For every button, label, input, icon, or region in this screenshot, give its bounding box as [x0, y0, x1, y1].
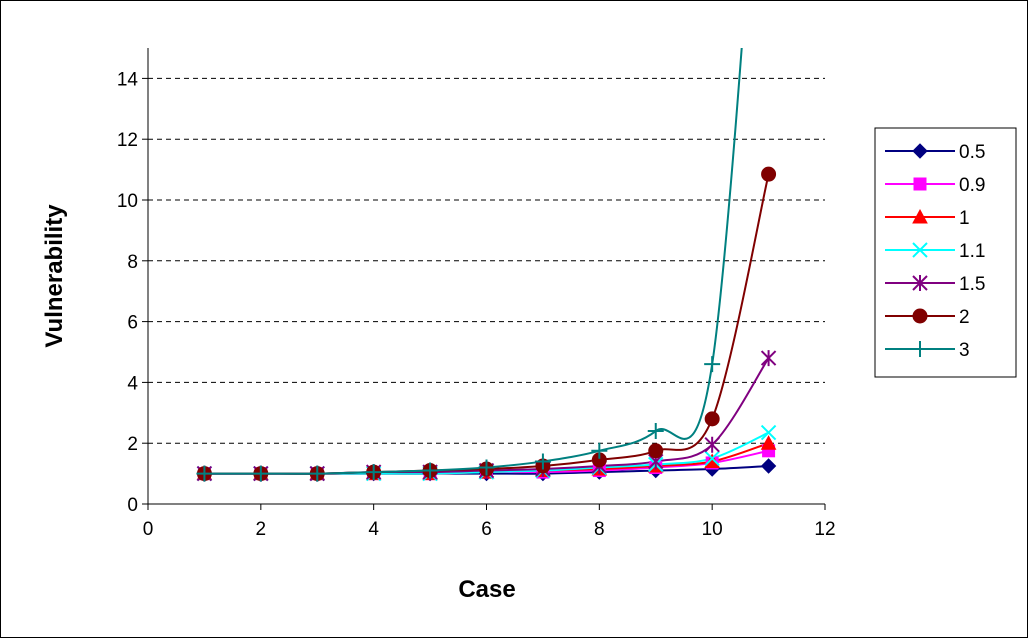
y-tick-label: 8 [127, 252, 138, 273]
x-tick-label: 12 [814, 519, 835, 540]
data-point [422, 462, 439, 479]
y-tick-label: 0 [127, 495, 138, 516]
data-point [704, 411, 720, 427]
y-tick-label: 12 [117, 130, 138, 151]
y-tick-label: 4 [127, 373, 138, 394]
legend-label: 1 [959, 208, 970, 229]
data-point [534, 453, 551, 470]
data-point [648, 443, 664, 459]
legend-marker [912, 143, 928, 159]
data-point [365, 464, 382, 481]
data-point [704, 450, 720, 467]
legend-marker [912, 275, 928, 291]
legend-label: 0.9 [959, 175, 985, 196]
data-point [591, 442, 608, 459]
legend-label: 3 [959, 340, 970, 361]
legend-marker [912, 341, 928, 357]
x-tick-label: 10 [702, 519, 723, 540]
data-point [760, 458, 777, 474]
data-point [760, 424, 777, 441]
legend-label: 1.5 [959, 274, 985, 295]
y-axis-title: Vulnerability [41, 204, 68, 348]
legend-marker [912, 308, 928, 324]
y-tick-label: 10 [117, 191, 138, 212]
data-point [647, 423, 664, 440]
legend-marker [912, 242, 928, 258]
y-tick-label: 2 [127, 434, 138, 455]
data-point [309, 465, 326, 482]
legend-marker [912, 208, 928, 224]
x-axis-title: Case [458, 576, 515, 603]
legend-label: 1.1 [959, 241, 985, 262]
axes [142, 48, 826, 510]
legend-label: 0.5 [959, 142, 985, 163]
data-point [704, 356, 721, 373]
x-tick-label: 2 [256, 519, 267, 540]
y-tick-label: 6 [127, 313, 138, 334]
y-tick-label: 14 [117, 69, 139, 90]
x-tick-label: 8 [594, 519, 605, 540]
data-point [196, 465, 213, 482]
legend-marker [913, 177, 927, 191]
legend: 0.5 0.9 1 1.1 1.5 2 3 [874, 127, 1017, 378]
legend-box [874, 127, 1017, 378]
tick-labels: 0 2 4 6 8 10 12 14 0 2 4 6 8 10 12 [117, 69, 836, 540]
marker-layer [196, 166, 777, 482]
data-point [761, 166, 777, 182]
data-point [704, 436, 720, 453]
data-point [478, 459, 495, 476]
data-point [760, 435, 777, 450]
data-point [760, 350, 777, 367]
x-tick-label: 4 [368, 519, 379, 540]
legend-label: 2 [959, 307, 970, 328]
x-tick-label: 6 [481, 519, 492, 540]
data-point [252, 465, 269, 482]
gridlines [148, 77, 825, 444]
x-tick-label: 0 [143, 519, 154, 540]
